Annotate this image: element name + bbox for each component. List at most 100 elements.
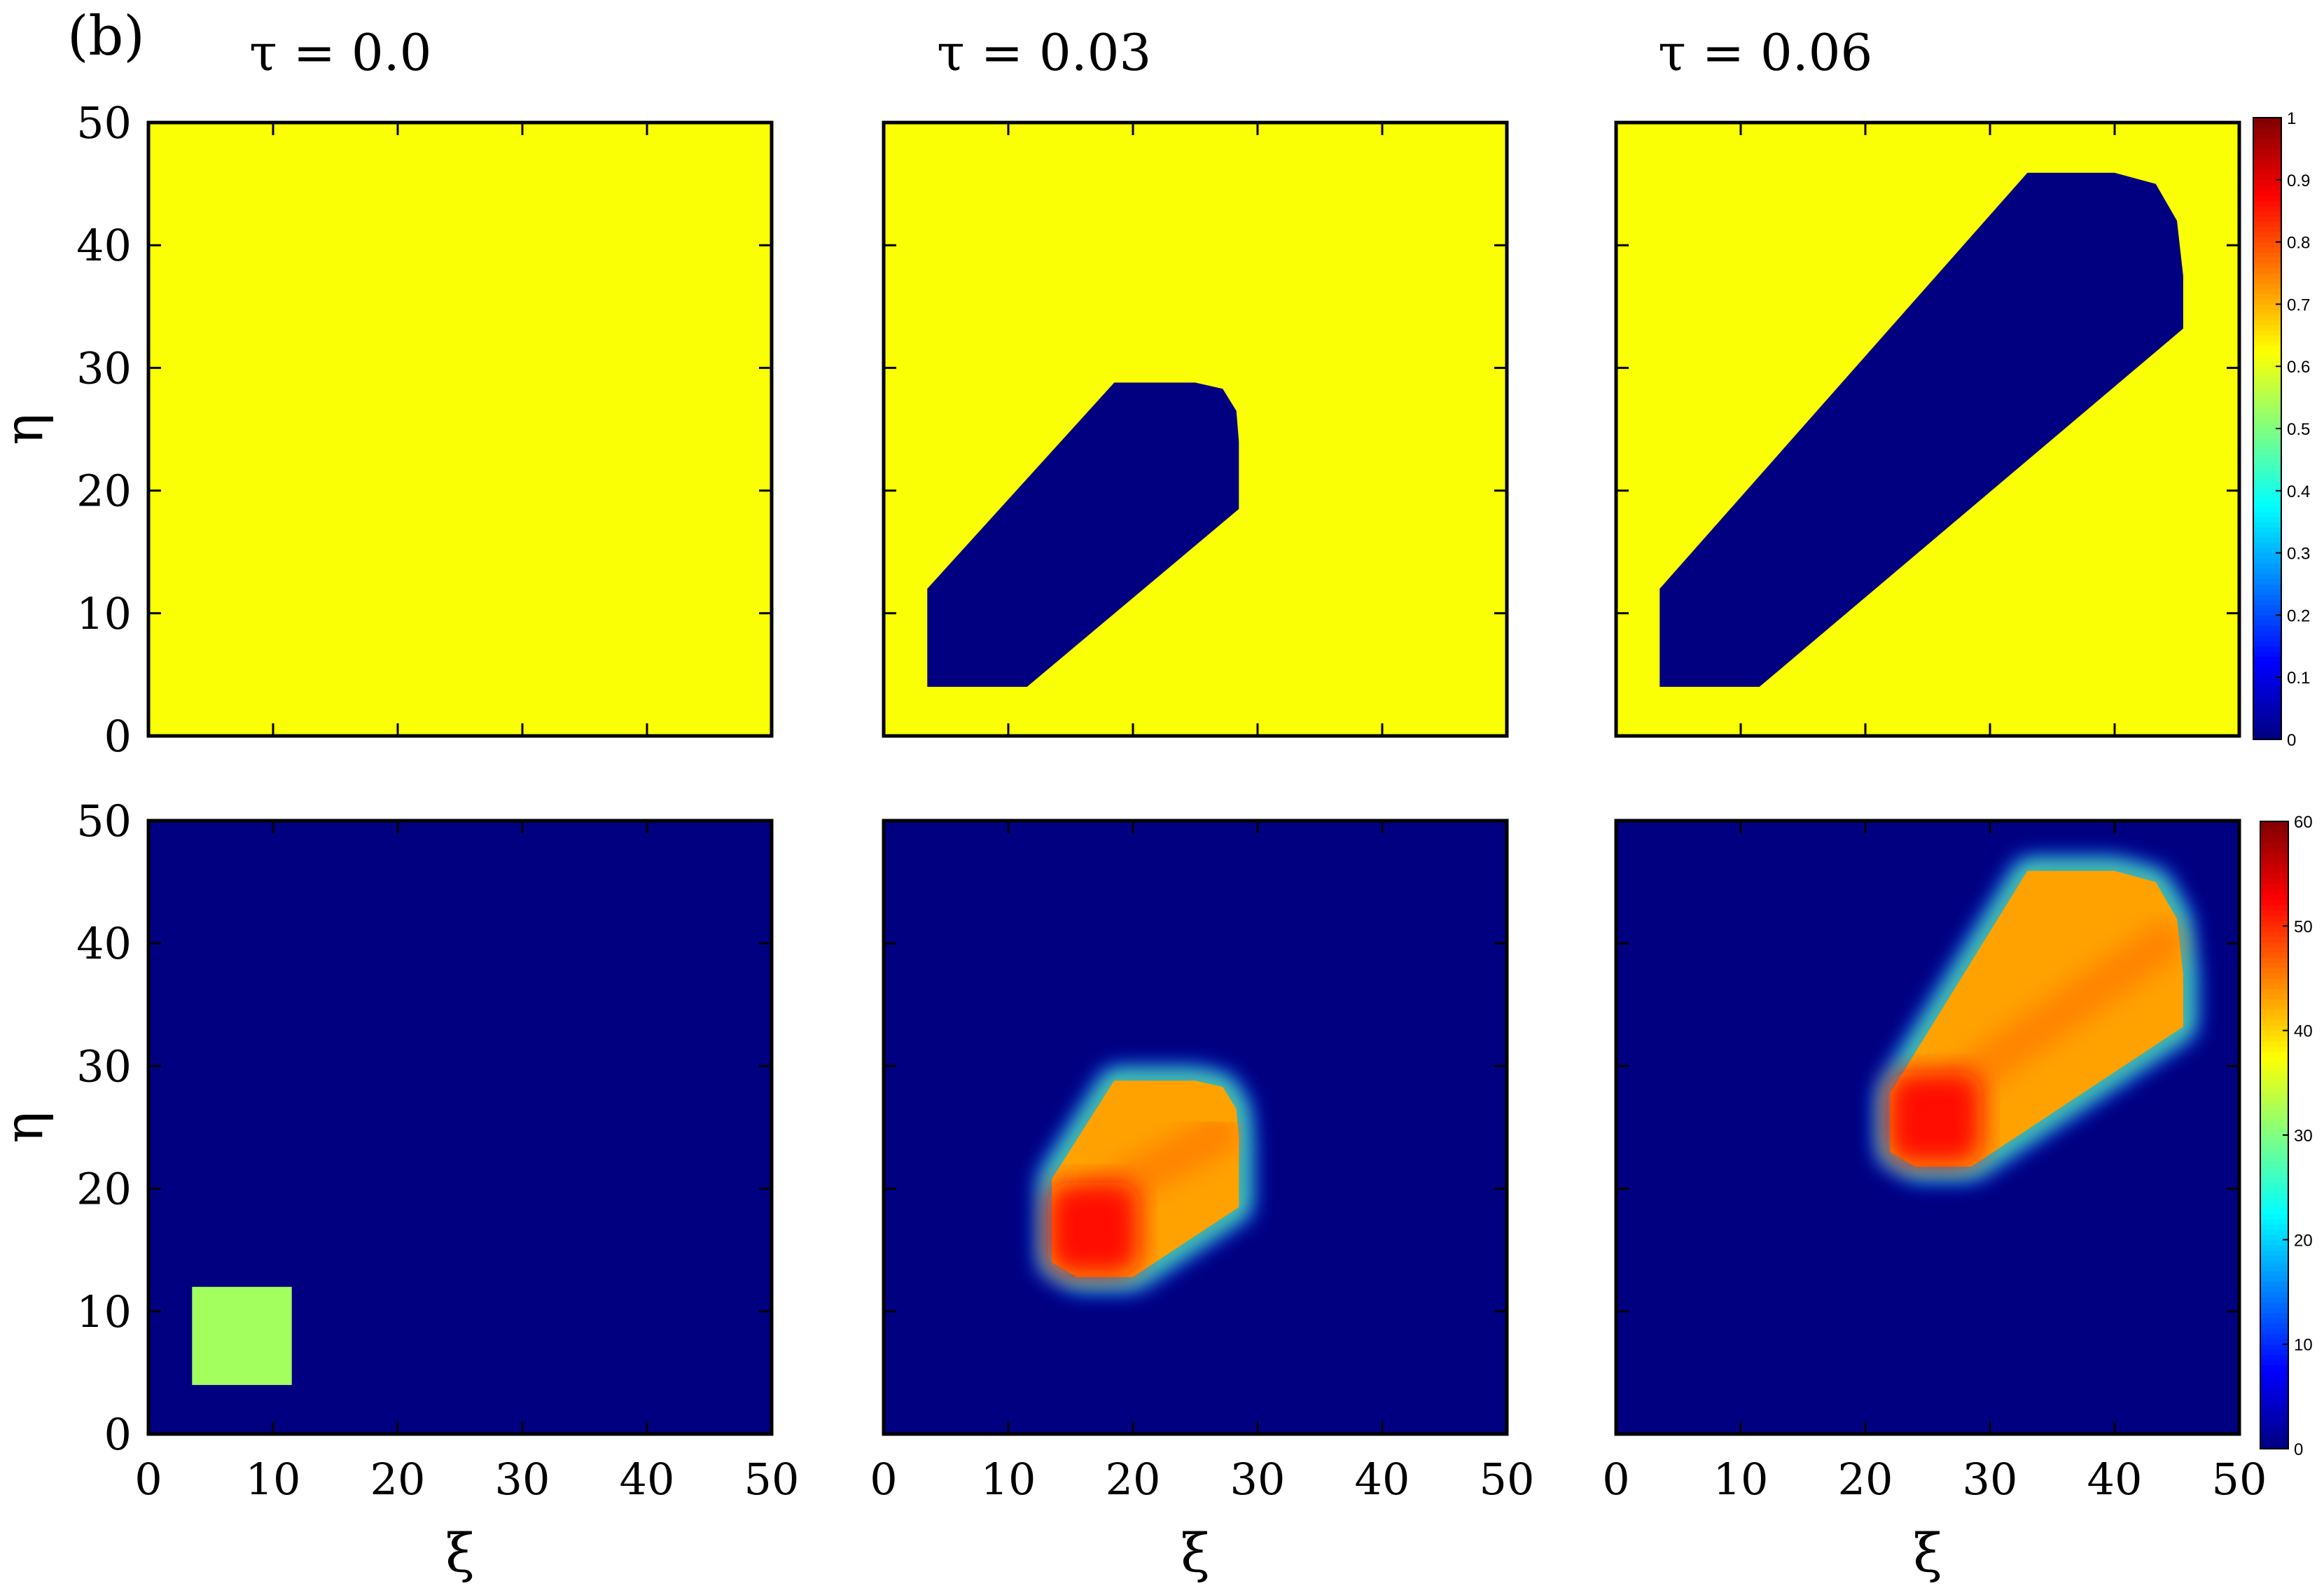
colorbar-segment	[2260, 1307, 2288, 1314]
colorbar-segment	[2253, 552, 2281, 559]
heatmap-panel-1-2	[882, 120, 1509, 738]
colorbar-segment	[2253, 646, 2281, 652]
colorbar-segment	[2253, 510, 2281, 517]
y-tick-label: 0	[104, 1409, 132, 1460]
depleted-region	[1659, 172, 2183, 687]
colorbar-segment	[2253, 355, 2281, 362]
x-tick-label: 20	[370, 1454, 426, 1505]
colorbar-tick-label: 1	[2287, 109, 2296, 128]
colorbar-segment	[2253, 366, 2281, 373]
colorbar-segment	[2253, 143, 2281, 149]
colorbar-segment	[2260, 1087, 2288, 1094]
colorbar-segment	[2253, 516, 2281, 522]
colorbar-segment	[2253, 459, 2281, 466]
colorbar-segment	[2253, 329, 2281, 336]
colorbar-segment	[2260, 967, 2288, 974]
colorbar-segment	[2260, 857, 2288, 864]
y-tick-label: 20	[76, 1164, 132, 1215]
colorbar-segment	[2253, 391, 2281, 398]
y-tick-label: 40	[76, 220, 132, 271]
colorbar-tick-label: 50	[2294, 917, 2313, 936]
colorbar-2: 0 10 20 30 40 50 60	[2260, 813, 2313, 1459]
x-tick-label: 0	[134, 1454, 162, 1505]
colorbar-segment	[2253, 153, 2281, 160]
colorbar-segment	[2260, 914, 2288, 921]
colorbar-segment	[2253, 692, 2281, 699]
concentration-peak	[1888, 1072, 1982, 1164]
depleted-region	[927, 382, 1239, 687]
colorbar-segment	[2260, 1041, 2288, 1047]
x-tick-label: 10	[981, 1454, 1036, 1505]
colorbar-segment	[2260, 899, 2288, 905]
plot-frame	[146, 120, 774, 738]
colorbar-segment	[2253, 630, 2281, 636]
colorbar-segment	[2253, 594, 2281, 600]
colorbar-segment	[2260, 1323, 2288, 1329]
colorbar-segment	[2260, 884, 2288, 890]
colorbar-segment	[2260, 973, 2288, 979]
colorbar-segment	[2253, 340, 2281, 347]
colorbar-segment	[2253, 475, 2281, 481]
colorbar-segment	[2260, 1401, 2288, 1407]
colorbar-segment	[2260, 920, 2288, 926]
colorbar-segment	[2260, 1176, 2288, 1183]
colorbar-segment	[2253, 588, 2281, 595]
colorbar-segment	[2253, 242, 2281, 248]
y-tick-label: 20	[76, 466, 132, 517]
colorbar-segment	[2253, 402, 2281, 408]
y-axis-label: η	[0, 1111, 55, 1143]
colorbar-segment	[2253, 210, 2281, 217]
colorbar-segment	[2253, 490, 2281, 496]
colorbar-segment	[2260, 873, 2288, 879]
colorbar-segment	[2253, 682, 2281, 688]
colorbar-segment	[2253, 158, 2281, 165]
colorbar-segment	[2253, 335, 2281, 341]
colorbar-segment	[2260, 1354, 2288, 1361]
colorbar-segment	[2260, 1338, 2288, 1345]
colorbar-segment	[2260, 1443, 2288, 1449]
colorbar-segment	[2260, 982, 2288, 989]
colorbar-tick-label: 20	[2294, 1231, 2313, 1250]
colorbar-segment	[2253, 288, 2281, 295]
heatmap-panel-1-1: 0 10 20 30 40 50	[76, 97, 774, 762]
y-tick-label: 30	[76, 1041, 132, 1092]
colorbar-segment	[2253, 221, 2281, 227]
colorbar-segment	[2260, 878, 2288, 885]
colorbar-segment	[2253, 251, 2281, 258]
axis-labels: η ξ ξ ξ η	[0, 413, 1942, 1584]
colorbar-segment	[2260, 1406, 2288, 1413]
colorbar-segment	[2260, 836, 2288, 843]
colorbar-segment	[2253, 293, 2281, 300]
colorbar-segment	[2253, 506, 2281, 512]
colorbar-segment	[2260, 1119, 2288, 1125]
colorbar-segment	[2260, 1145, 2288, 1151]
colorbar-segment	[2260, 957, 2288, 964]
colorbar-segment	[2253, 583, 2281, 590]
colorbar-segment	[2260, 1187, 2288, 1193]
colorbar-segment	[2260, 821, 2288, 827]
colorbar-segment	[2260, 952, 2288, 958]
colorbar-segment	[2260, 1359, 2288, 1366]
colorbar-segment	[2260, 1166, 2288, 1172]
colorbar-segment	[2253, 345, 2281, 352]
colorbar-segment	[2260, 1276, 2288, 1282]
colorbar-segment	[2253, 734, 2281, 740]
x-tick-label: 50	[744, 1454, 800, 1505]
colorbar-segment	[2253, 542, 2281, 548]
colorbar-segment	[2260, 1020, 2288, 1026]
heatmap-panel-2-3: 0 10 20 30 40 50	[1602, 819, 2267, 1505]
x-tick-label: 0	[870, 1454, 897, 1505]
colorbar-segment	[2260, 1035, 2288, 1042]
colorbar-segment	[2253, 428, 2281, 434]
colorbar-segment	[2253, 635, 2281, 641]
x-tick-label: 10	[1713, 1454, 1769, 1505]
colorbar-segment	[2253, 521, 2281, 528]
colorbar-segment	[2260, 1302, 2288, 1308]
x-tick-label: 10	[246, 1454, 301, 1505]
y-tick-label: 10	[76, 588, 132, 639]
colorbar-segment	[2253, 225, 2281, 232]
colorbar-segment	[2253, 138, 2281, 144]
y-axis-label: η	[0, 413, 55, 445]
colorbar-segment	[2253, 303, 2281, 310]
colorbars: 00.10.20.30.40.50.60.70.80.9101020304050…	[2253, 109, 2313, 1459]
